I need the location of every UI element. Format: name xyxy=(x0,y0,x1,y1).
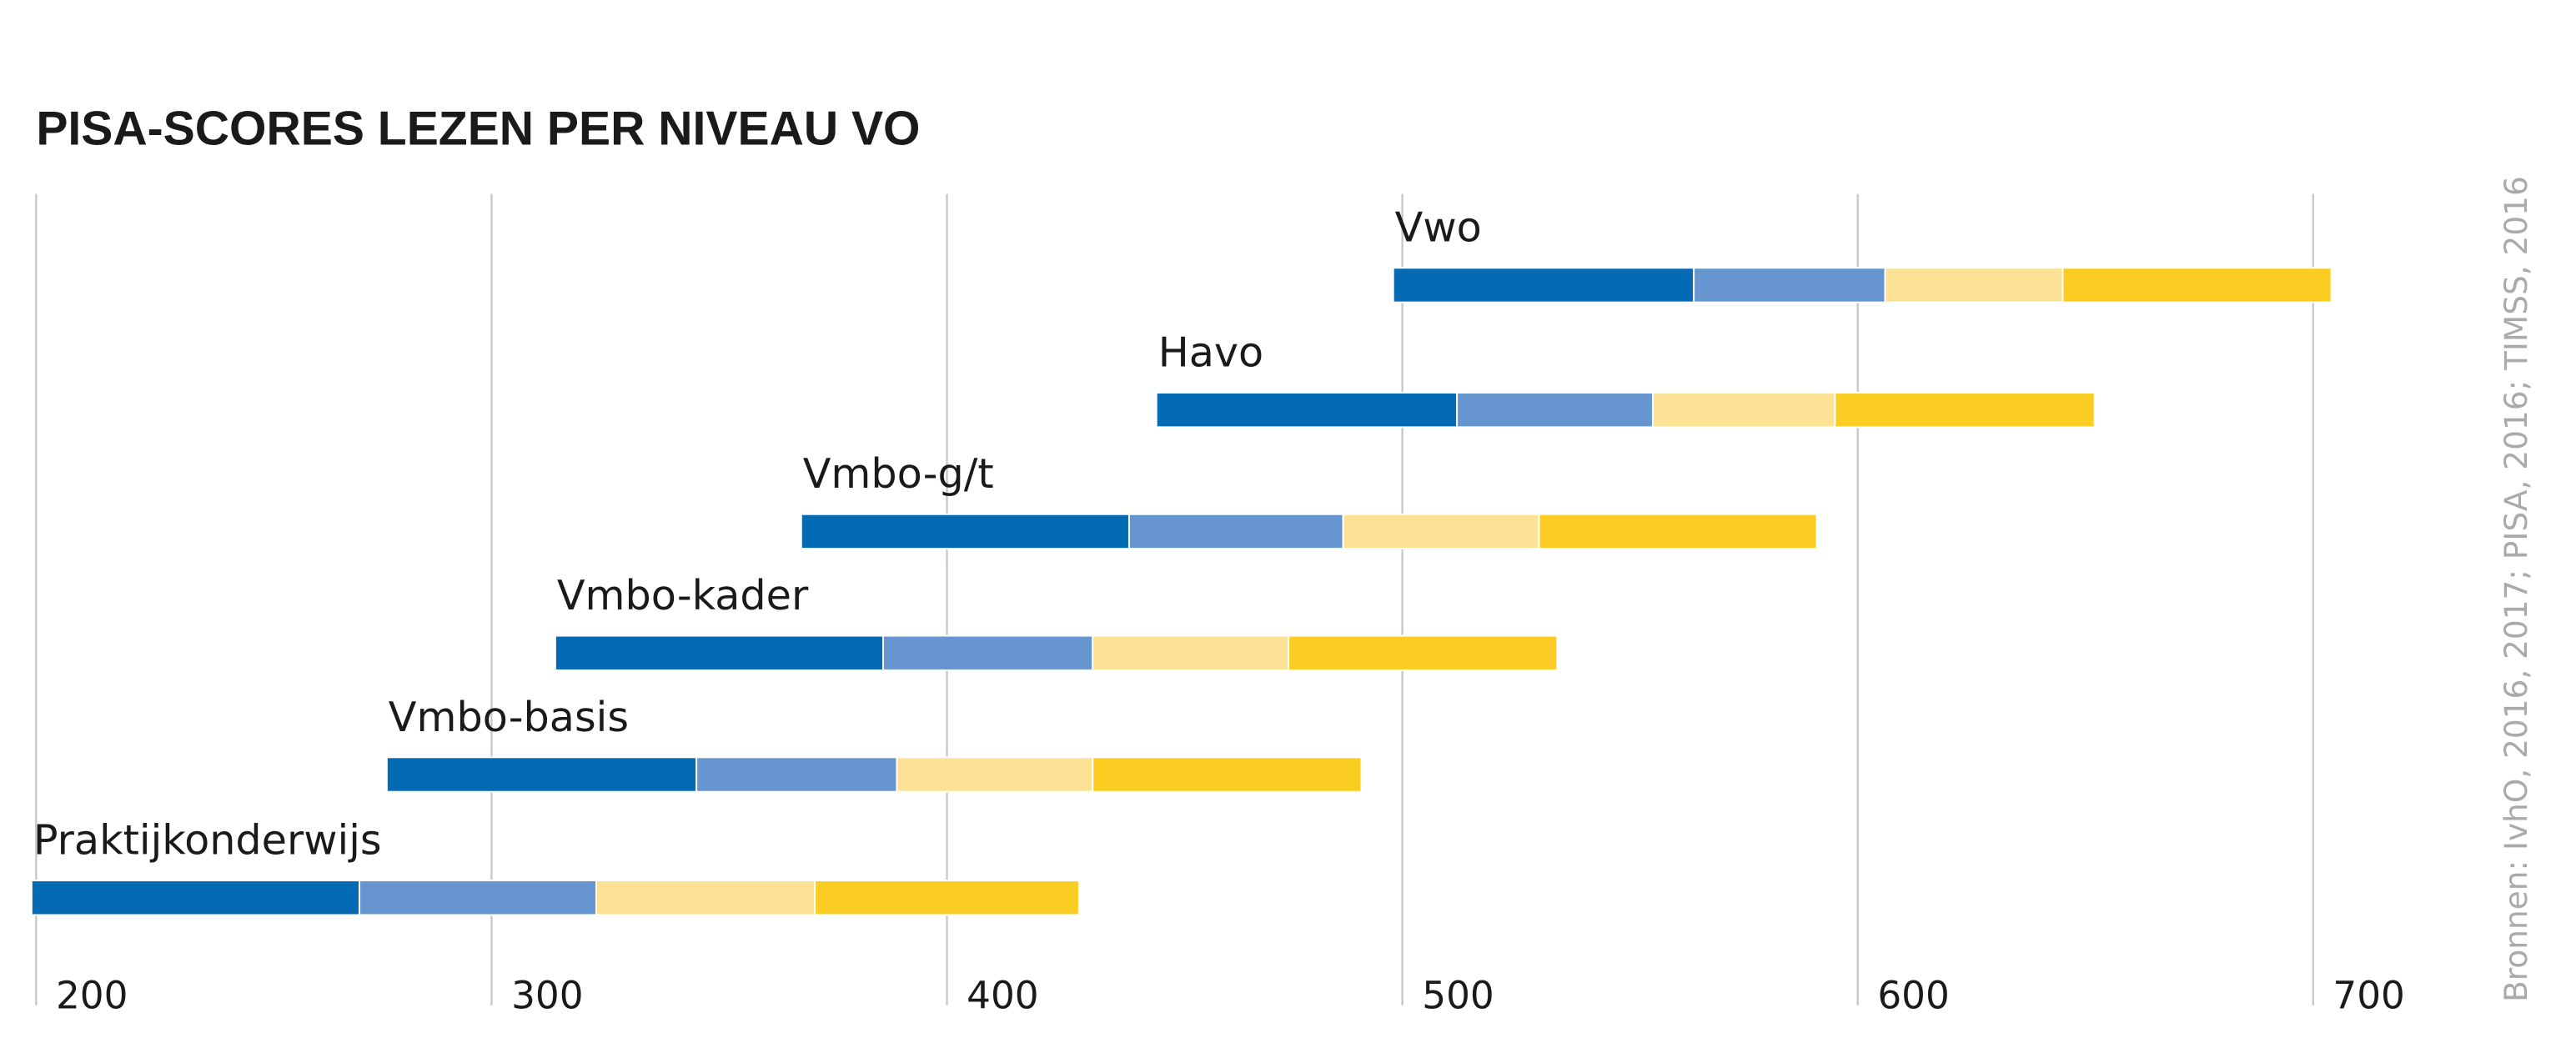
bar-segment-2 xyxy=(1693,267,1886,303)
category-label: Vmbo-g/t xyxy=(803,449,994,498)
x-tick-label: 700 xyxy=(2332,974,2404,1018)
category-label: Vmbo-basis xyxy=(389,693,629,741)
bar-havo: Havo xyxy=(1155,328,2096,429)
bar-segment-3 xyxy=(595,880,816,916)
bar-segment-1 xyxy=(554,634,885,671)
chart-title: PISA-SCORES LEZEN PER NIVEAU VO xyxy=(36,103,920,156)
category-label: Havo xyxy=(1158,328,1264,376)
category-label: Praktijkonderwijs xyxy=(33,816,382,865)
bar-segment-2 xyxy=(359,880,598,916)
source-note: Bronnen: IvhO, 2016, 2017; PISA, 2016; T… xyxy=(2498,176,2534,1002)
x-tick-label: 200 xyxy=(56,974,128,1018)
gridlines xyxy=(35,193,2314,1005)
bar-segment-3 xyxy=(1092,634,1290,671)
bar-segment-2 xyxy=(1456,392,1654,429)
bar-segment-4 xyxy=(2061,267,2332,303)
bar-segment-4 xyxy=(814,880,1080,916)
x-tick-label: 400 xyxy=(967,974,1038,1018)
bar-segment-4 xyxy=(1092,756,1363,793)
bar-segment-2 xyxy=(882,634,1094,671)
bar-segment-4 xyxy=(1288,634,1559,671)
bar-segment-4 xyxy=(1834,392,2096,429)
x-tick-label: 600 xyxy=(1877,974,1949,1018)
bar-segment-2 xyxy=(1127,513,1344,550)
bar-segment-3 xyxy=(1651,392,1836,429)
bar-praktijkonderwijs: Praktijkonderwijs xyxy=(30,816,1080,916)
x-axis-ticks: 200 300 400 500 600 700 xyxy=(56,974,2405,1018)
bar-segment-1 xyxy=(385,756,698,793)
bar-vmbo-kader: Vmbo-kader xyxy=(554,571,1559,671)
category-label: Vwo xyxy=(1395,203,1482,252)
bar-segment-2 xyxy=(695,756,898,793)
bar-segment-1 xyxy=(800,513,1130,550)
x-tick-label: 300 xyxy=(511,974,583,1018)
bar-segment-4 xyxy=(1538,513,1818,550)
bar-segment-3 xyxy=(1884,267,2064,303)
bars: Vwo Havo Vmbo-g/t Vmbo-kader Vmbo-basis Prakt… xyxy=(30,203,2332,916)
bar-vmbo-g-t: Vmbo-g/t xyxy=(800,449,1818,550)
bar-vwo: Vwo xyxy=(1392,203,2332,303)
category-label: Vmbo-kader xyxy=(557,571,809,619)
x-tick-label: 500 xyxy=(1422,974,1494,1018)
bar-segment-1 xyxy=(30,880,361,916)
bar-segment-1 xyxy=(1392,267,1695,303)
bar-vmbo-basis: Vmbo-basis xyxy=(385,693,1363,793)
bar-segment-3 xyxy=(1342,513,1540,550)
bar-segment-1 xyxy=(1155,392,1459,429)
bar-segment-3 xyxy=(896,756,1094,793)
